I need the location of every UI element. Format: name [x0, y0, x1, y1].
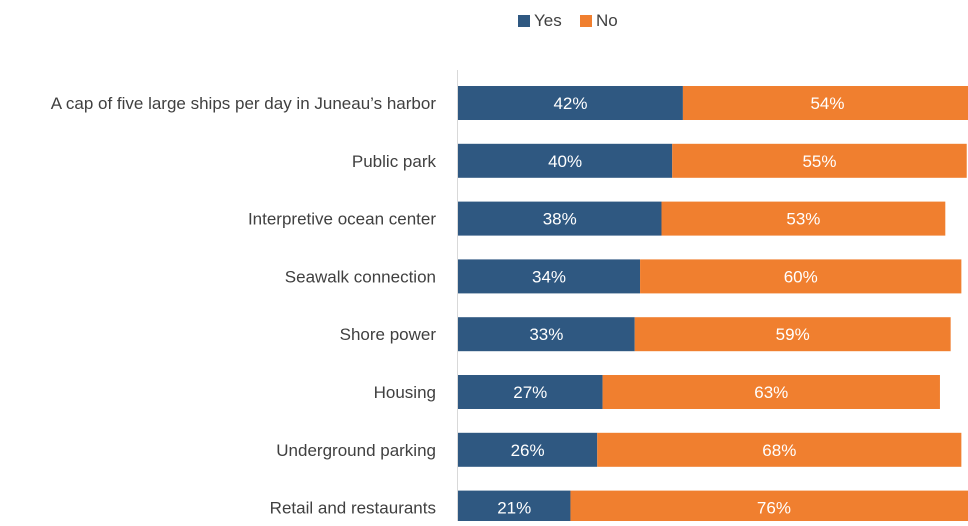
bar-no [570, 490, 968, 525]
data-label-no: 76% [757, 499, 791, 518]
bar-no [661, 201, 946, 236]
data-label-yes: 34% [532, 267, 566, 286]
bar-no [597, 432, 962, 467]
category-label: A cap of five large ships per day in Jun… [51, 94, 437, 113]
bar-yes [458, 86, 683, 120]
data-label-no: 53% [786, 210, 820, 229]
data-label-yes: 42% [553, 94, 587, 113]
bars: 42% 54% 40% 55% 38% 53% 34% 60% 33% 59% 27% 63% 26% 6… [458, 86, 968, 525]
category-label: Housing [374, 383, 436, 402]
legend: Yes No [518, 11, 618, 30]
bar-no [682, 86, 968, 120]
bar-yes [458, 432, 598, 467]
category-label: Seawalk connection [285, 267, 436, 286]
bar-yes [458, 490, 571, 525]
data-label-yes: 38% [543, 210, 577, 229]
data-label-no: 54% [810, 94, 844, 113]
data-label-no: 63% [754, 383, 788, 402]
legend-label-yes: Yes [534, 11, 562, 30]
bar-no [640, 259, 962, 294]
data-label-no: 68% [762, 441, 796, 460]
legend-swatch-yes [518, 15, 530, 27]
bar-no [602, 375, 940, 409]
data-label-yes: 33% [529, 325, 563, 344]
bar-yes [458, 259, 641, 294]
data-label-yes: 26% [511, 441, 545, 460]
bar-yes [458, 201, 662, 236]
category-label: Shore power [340, 325, 437, 344]
bar-yes [458, 375, 603, 409]
legend-swatch-no [580, 15, 592, 27]
bar-no [634, 317, 951, 352]
category-label: Retail and restaurants [270, 499, 436, 518]
legend-label-no: No [596, 11, 618, 30]
data-label-no: 60% [784, 267, 818, 286]
bar-yes [458, 143, 673, 178]
bar-yes [458, 317, 635, 352]
data-label-yes: 21% [497, 499, 531, 518]
category-labels: A cap of five large ships per day in Jun… [51, 94, 437, 518]
category-label: Interpretive ocean center [248, 210, 436, 229]
bar-no [672, 143, 967, 178]
data-label-no: 59% [776, 325, 810, 344]
data-label-no: 55% [802, 152, 836, 171]
data-label-yes: 40% [548, 152, 582, 171]
category-label: Underground parking [276, 441, 436, 460]
category-label: Public park [352, 152, 437, 171]
data-label-yes: 27% [513, 383, 547, 402]
